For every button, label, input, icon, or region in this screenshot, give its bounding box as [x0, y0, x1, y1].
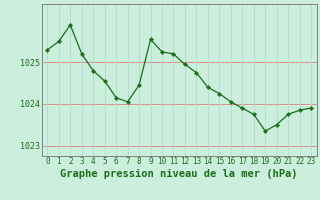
X-axis label: Graphe pression niveau de la mer (hPa): Graphe pression niveau de la mer (hPa)	[60, 169, 298, 179]
